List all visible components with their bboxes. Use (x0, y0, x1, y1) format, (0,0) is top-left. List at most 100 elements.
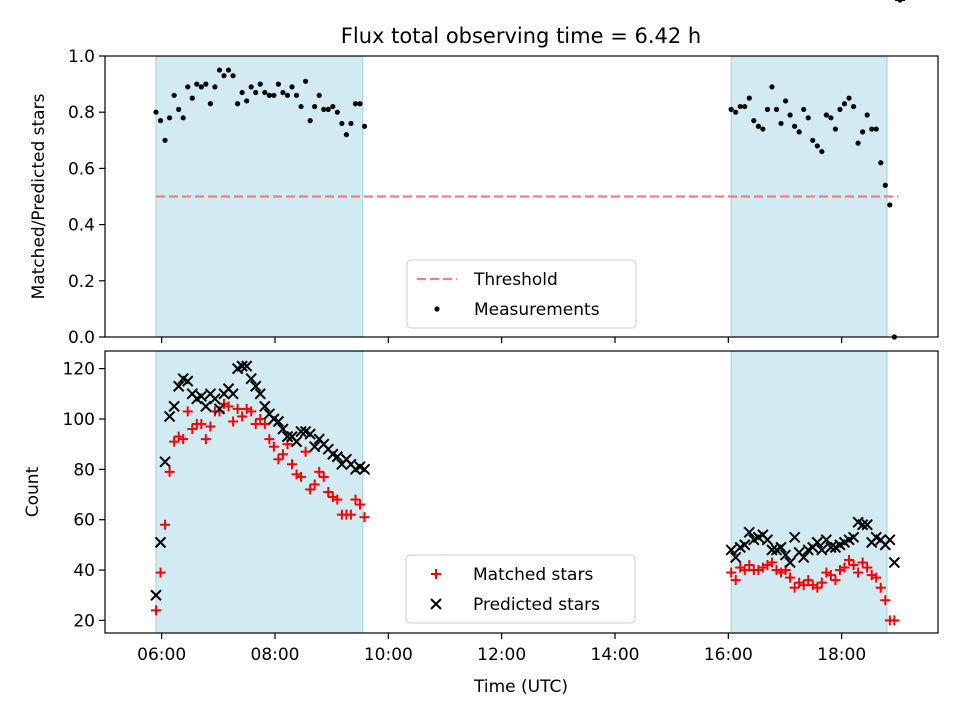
data-point (312, 103, 318, 110)
data-point (788, 531, 801, 544)
data-point (257, 81, 263, 87)
data-point (847, 531, 860, 544)
legend-marker (434, 306, 440, 312)
data-point (729, 551, 742, 564)
data-point (844, 554, 855, 565)
data-point (228, 416, 239, 427)
data-point (277, 449, 288, 460)
data-point (830, 575, 841, 586)
data-point (194, 81, 200, 87)
data-point (212, 84, 218, 90)
y-tick-label: 0.4 (68, 216, 95, 236)
data-point (856, 519, 869, 531)
legend-entry: Predicted stars (430, 595, 600, 615)
data-point (180, 115, 186, 121)
legend: Matched stars Predicted stars (405, 554, 636, 624)
data-point (314, 466, 325, 477)
data-point (172, 380, 185, 392)
data-point (225, 67, 232, 73)
data-point (159, 456, 171, 468)
data-point (832, 126, 839, 132)
data-point (764, 106, 771, 112)
data-point (207, 101, 213, 107)
data-point (289, 84, 295, 90)
data-point (841, 101, 848, 107)
data-point (271, 92, 277, 98)
data-point (280, 89, 286, 96)
data-point (154, 536, 167, 549)
data-point (350, 494, 361, 505)
data-point (230, 73, 236, 79)
data-point (318, 471, 329, 482)
data-point (216, 67, 223, 73)
data-point (823, 112, 829, 118)
data-point (860, 129, 866, 135)
data-point (275, 81, 281, 87)
data-point (266, 92, 272, 98)
data-point (761, 534, 774, 546)
data-point (803, 575, 814, 586)
data-point (828, 115, 834, 121)
data-point (198, 84, 204, 90)
data-point (853, 567, 864, 578)
data-point (782, 98, 789, 104)
data-point (878, 160, 884, 166)
data-point (250, 380, 262, 392)
data-point (160, 519, 171, 530)
data-point (766, 544, 778, 556)
y-tick-label: 0.6 (68, 159, 95, 179)
data-point (814, 143, 820, 149)
data-point (293, 92, 300, 98)
data-point (250, 419, 261, 430)
data-point (785, 572, 796, 583)
data-point (882, 182, 888, 188)
y-tick-label: 80 (73, 460, 95, 480)
data-point (862, 562, 873, 573)
data-point (195, 390, 208, 403)
data-point (296, 471, 307, 482)
data-point (888, 556, 901, 569)
data-point (171, 92, 177, 98)
data-point (733, 109, 739, 115)
data-point (737, 103, 743, 110)
data-point (262, 89, 268, 96)
data-point (182, 375, 194, 387)
y-axis-label: Matched/Predicted stars (29, 93, 49, 299)
y-tick-label: 20 (73, 611, 95, 631)
data-point (875, 582, 886, 593)
data-point (239, 89, 245, 96)
data-point (227, 388, 239, 400)
data-point (345, 509, 356, 520)
data-point (744, 560, 755, 571)
data-point (728, 106, 734, 112)
y-axis-label: Count (23, 466, 43, 517)
data-point (325, 106, 331, 112)
data-point (789, 582, 800, 593)
data-point (259, 419, 270, 430)
data-point (185, 84, 191, 90)
data-point (848, 560, 859, 571)
data-point (240, 360, 253, 372)
data-point (884, 534, 896, 546)
data-point (739, 539, 751, 551)
data-point (273, 454, 284, 465)
data-point (203, 81, 209, 87)
data-point (355, 499, 365, 510)
data-point (189, 95, 195, 101)
data-point (816, 544, 828, 556)
data-point (209, 393, 221, 405)
data-point (359, 512, 370, 523)
data-point (253, 89, 259, 96)
data-point (236, 360, 248, 372)
data-point (339, 120, 345, 127)
x-axis-label: Time (UTC) (473, 677, 568, 697)
data-point (187, 424, 198, 435)
data-point (787, 112, 793, 118)
data-point (300, 446, 311, 457)
data-point (889, 615, 900, 626)
data-point (837, 106, 843, 112)
data-point (825, 570, 836, 581)
data-point (812, 582, 823, 593)
data-point (819, 148, 825, 155)
data-point (810, 137, 816, 143)
